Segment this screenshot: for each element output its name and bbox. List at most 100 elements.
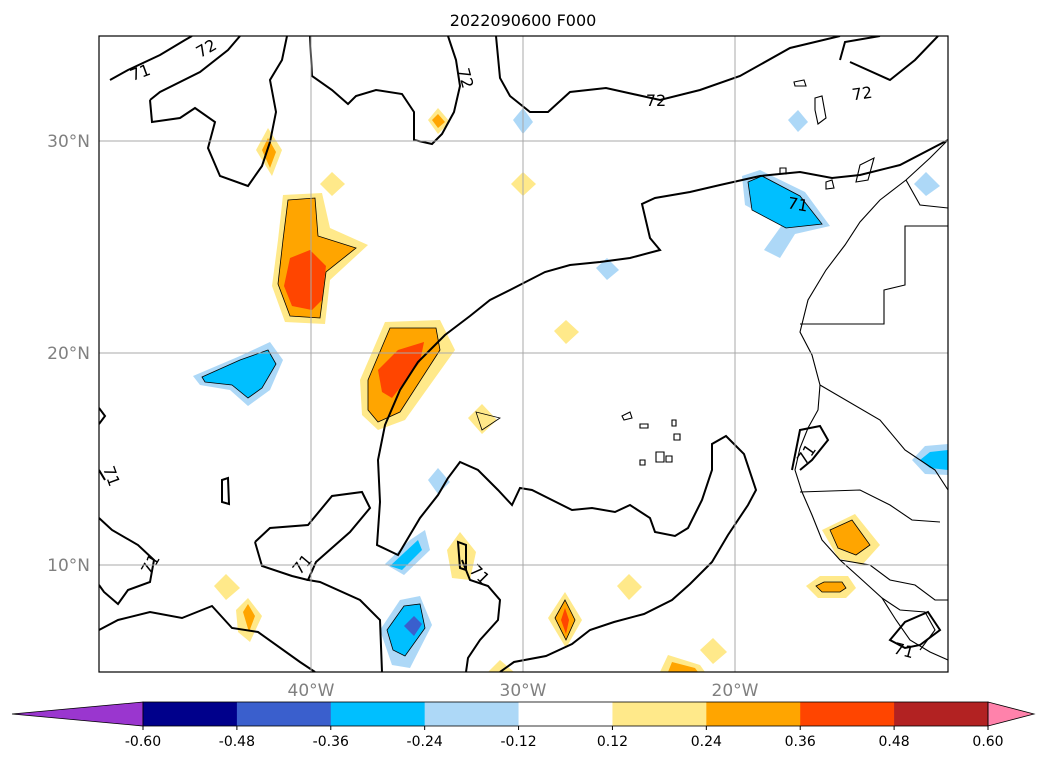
shade-negative-spot [390, 540, 422, 570]
contour-label-72: 72 [646, 91, 666, 110]
island [855, 156, 875, 183]
shade-positive-spot [243, 604, 255, 632]
contour-71-central-loop [254, 490, 383, 672]
colorbar-tick-label: 0.60 [972, 734, 1003, 750]
contour-71-africa-south [888, 610, 942, 650]
colorbar-tick-label: -0.48 [219, 734, 255, 750]
colorbar-segment [143, 702, 238, 726]
island [793, 79, 807, 87]
lat-label-20n: 20°N [47, 344, 90, 364]
colorbar-tick-label: -0.36 [313, 734, 349, 750]
shade-positive-peak [378, 342, 424, 398]
shade-negative-spot [428, 468, 450, 494]
colorbar-tick-label: 0.24 [691, 734, 722, 750]
island [621, 411, 633, 421]
island [814, 95, 827, 125]
latitude-labels: 30°N 20°N 10°N [47, 132, 90, 576]
island [671, 419, 677, 427]
shade-positive-spot [830, 520, 870, 555]
height-contours [99, 36, 948, 672]
contour-71-se-loop [461, 559, 502, 672]
colorbar: -0.60 -0.48 -0.36 -0.24 -0.12 0.12 0.24 0.36 0.4… [11, 701, 1036, 750]
contour-label-72: 72 [454, 66, 478, 91]
western-sahara-border [800, 225, 948, 325]
colorbar-segment [330, 702, 426, 726]
colorbar-segment [894, 702, 989, 726]
map-frame [98, 35, 949, 673]
shade-positive-spot [561, 608, 569, 634]
shade-negative-spot [596, 258, 619, 280]
colorbar-segment [424, 702, 520, 726]
contour-label-72: 72 [851, 83, 874, 105]
lon-label-20w: 20°W [712, 681, 759, 701]
colorbar-tick-label: 0.48 [879, 734, 910, 750]
colorbar-extend-low [11, 701, 144, 727]
colorbar-segment [612, 702, 707, 726]
mauritania-border [819, 384, 948, 491]
colorbar-segment [706, 702, 801, 726]
shade-negative-core [748, 176, 822, 228]
lat-label-10n: 10°N [47, 556, 90, 576]
longitude-labels: 40°W 30°W 20°W [288, 681, 759, 701]
shade-positive-spot [617, 574, 642, 600]
shaded-anomalies [193, 108, 948, 672]
lat-label-30n: 30°N [47, 132, 90, 152]
gridlines [99, 36, 948, 672]
contour-72-northeast [495, 36, 841, 113]
contour-71-blob [456, 540, 467, 572]
shade-negative-spot [914, 172, 940, 196]
colorbar-segment [518, 702, 613, 726]
senegal-border [799, 489, 941, 523]
contour-72-far-east [839, 36, 939, 82]
colorbar-tick-label: -0.24 [407, 734, 443, 750]
lon-label-30w: 30°W [500, 681, 547, 701]
shade-positive-spot [488, 660, 514, 672]
shade-negative-core [202, 350, 276, 398]
morocco-border [905, 179, 948, 209]
colorbar-segment [800, 702, 895, 726]
island [655, 451, 665, 463]
shade-positive-spot [432, 114, 445, 128]
island [665, 455, 673, 463]
contour-label-71: 71 [786, 193, 809, 215]
colorbar-extend-high [987, 701, 1036, 727]
colorbar-tick-label: 0.12 [597, 734, 628, 750]
contour-71-blob [221, 476, 231, 506]
shade-positive-spot [262, 138, 276, 168]
island [639, 459, 646, 466]
contour-72-northcentral [309, 36, 462, 146]
shade-positive-spot [320, 172, 345, 196]
map-panel: 71 72 72 72 72 71 71 71 71 71 71 71 [99, 36, 948, 672]
shade-negative-spot [788, 110, 808, 132]
contour-71-africa [791, 424, 830, 471]
coastlines [621, 79, 948, 661]
lon-label-40w: 40°W [288, 681, 335, 701]
contour-72-loop [149, 36, 288, 188]
colorbar-frame [142, 701, 989, 727]
island [673, 433, 681, 441]
contour-label-71: 71 [892, 639, 917, 663]
guinea-border [839, 559, 948, 601]
shade-positive-spot [816, 582, 846, 592]
island [639, 423, 649, 429]
contour-72-northwest [109, 36, 193, 81]
colorbar-segment [236, 702, 332, 726]
colorbar-tick-label: -0.60 [125, 734, 161, 750]
shade-positive-spot [554, 320, 579, 344]
colorbar-tick-label: -0.12 [500, 734, 536, 750]
shade-positive-spot [214, 574, 240, 600]
contour-71-inner [254, 541, 309, 581]
shade-negative-peak [404, 616, 422, 636]
shade-positive-spot [668, 662, 698, 672]
map-title: 2022090600 F000 [450, 11, 597, 30]
shade-positive-spot [468, 404, 497, 434]
island [825, 179, 835, 190]
shade-positive-spot [447, 532, 476, 580]
contour-71-west-edge [99, 407, 107, 481]
shade-positive-spot [700, 638, 727, 664]
contour-72-northwest-2 [149, 36, 241, 101]
contour-71-south-loop [99, 604, 316, 672]
shade-positive-peak [284, 250, 326, 310]
colorbar-tick-label: 0.36 [785, 734, 816, 750]
